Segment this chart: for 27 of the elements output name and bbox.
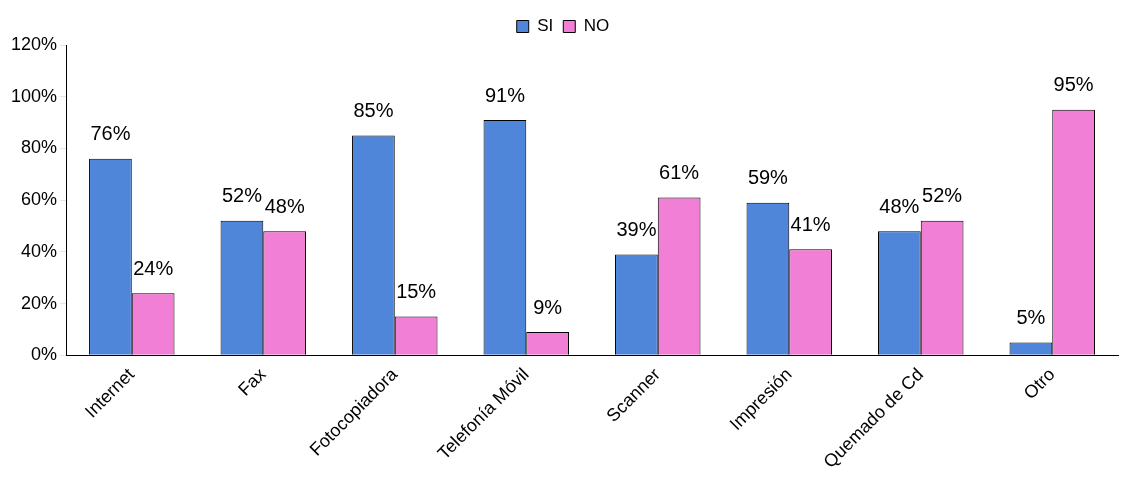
y-tick-label: 100% (10, 85, 58, 106)
data-label: 9% (533, 295, 563, 318)
data-label: 91% (484, 83, 526, 106)
data-label: 5% (1016, 305, 1046, 328)
data-label: 85% (353, 99, 394, 122)
y-tick-label: 20% (21, 292, 58, 313)
y-tick-label: 0% (31, 344, 58, 365)
data-label: 15% (396, 280, 437, 303)
legend-label: NO (583, 16, 610, 36)
data-label: 76% (90, 122, 131, 145)
y-tick-label: 120% (10, 33, 58, 54)
data-label: 95% (1053, 73, 1094, 96)
x-tick-label: Fax (234, 364, 270, 400)
data-label: 52% (922, 184, 963, 207)
data-label: 52% (221, 184, 263, 207)
data-label: 48% (264, 194, 305, 217)
y-tick-label: 60% (21, 189, 58, 210)
legend-label: SI (537, 16, 554, 36)
data-label: 41% (790, 212, 831, 235)
data-label: 48% (879, 194, 920, 217)
x-tick-label: Otro (1019, 364, 1059, 404)
data-label: 59% (747, 166, 789, 189)
data-label: 24% (133, 256, 174, 279)
data-label: 61% (659, 161, 700, 184)
y-tick-label: 40% (21, 240, 58, 261)
y-tick-label: 80% (21, 137, 58, 158)
data-label: 39% (616, 217, 657, 240)
